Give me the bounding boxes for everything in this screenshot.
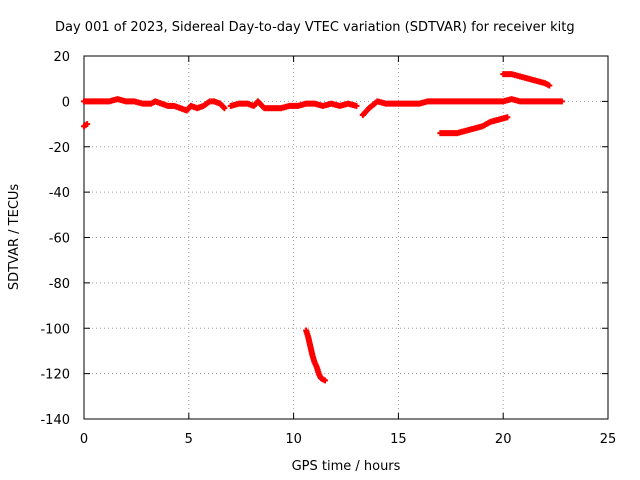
data-points (81, 71, 565, 384)
x-tick-label: 5 (185, 432, 193, 447)
y-axis-label: SDTVAR / TECUs (7, 184, 22, 291)
data-point (546, 82, 553, 89)
data-series (359, 96, 565, 118)
data-point (558, 98, 565, 105)
plot-frame (83, 55, 609, 420)
data-point (84, 121, 91, 128)
data-series (81, 96, 228, 114)
x-tick-label: 20 (495, 432, 512, 447)
x-tick-label: 10 (285, 432, 302, 447)
y-tick-label: -100 (40, 322, 70, 337)
data-series (227, 98, 360, 112)
grid (84, 56, 608, 419)
data-point (504, 114, 511, 121)
axis-ticks: 20 0 -20 -40 -60 -80 -100 -120 -140 0 5 10 15 20 25 (40, 50, 616, 447)
x-tick-label: 25 (600, 432, 617, 447)
data-series (303, 327, 329, 384)
x-axis-label: GPS time / hours (292, 459, 401, 474)
y-tick-label: -20 (49, 141, 70, 156)
y-tick-label: -60 (49, 232, 70, 247)
y-tick-label: -140 (40, 413, 70, 428)
x-tick-label: 15 (390, 432, 407, 447)
y-tick-label: 20 (53, 50, 70, 65)
data-point (221, 105, 228, 112)
y-tick-label: -40 (49, 186, 70, 201)
data-series (437, 114, 511, 137)
data-series (500, 71, 553, 89)
chart-title: Day 001 of 2023, Sidereal Day-to-day VTE… (55, 20, 575, 35)
y-tick-label: 0 (62, 95, 70, 110)
y-tick-label: -80 (49, 277, 70, 292)
data-point (353, 102, 360, 109)
y-tick-label: -120 (40, 368, 70, 383)
data-series (81, 121, 91, 130)
x-tick-label: 0 (80, 432, 88, 447)
data-point (322, 377, 329, 384)
